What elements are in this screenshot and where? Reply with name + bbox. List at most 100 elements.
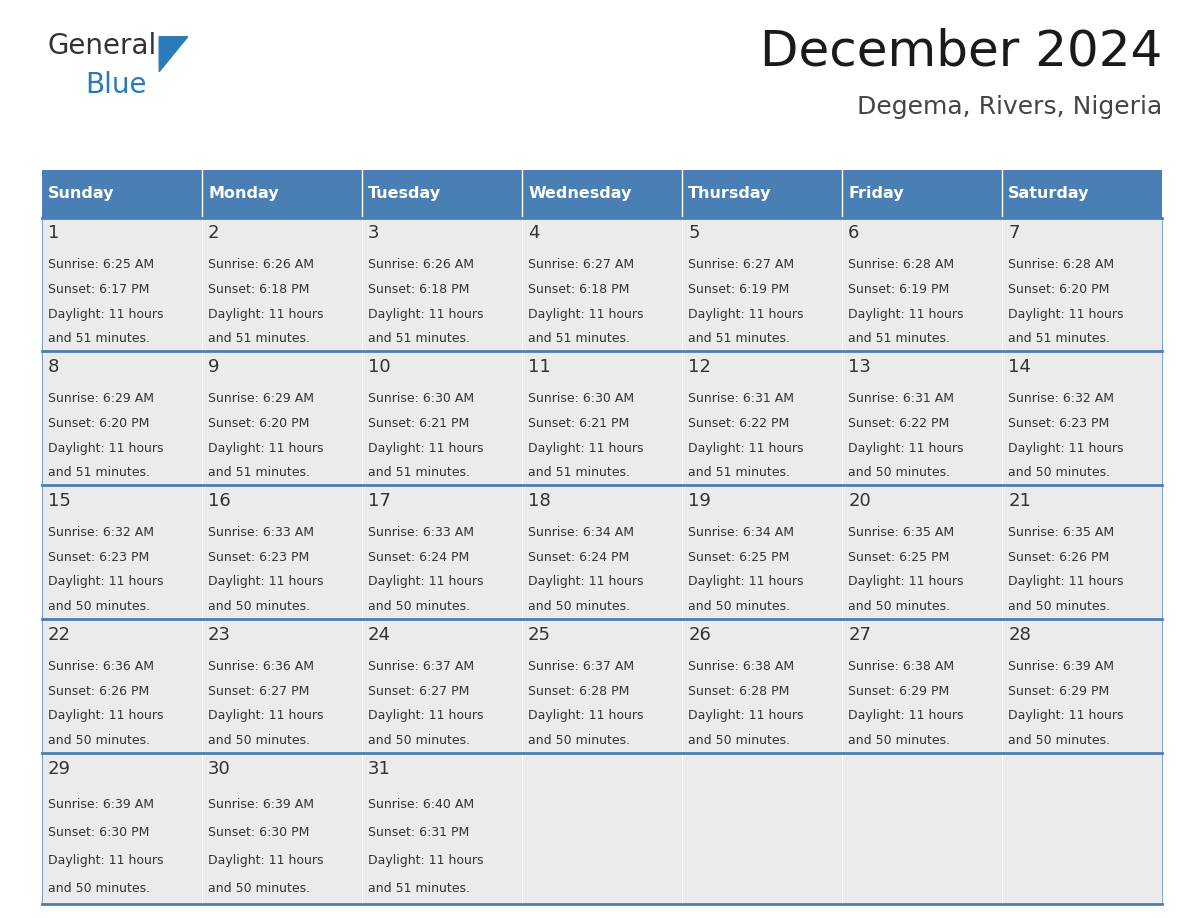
Text: Daylight: 11 hours: Daylight: 11 hours xyxy=(368,442,484,454)
Text: Daylight: 11 hours: Daylight: 11 hours xyxy=(848,710,963,722)
Text: and 50 minutes.: and 50 minutes. xyxy=(848,466,950,479)
Bar xyxy=(842,352,1001,486)
Bar xyxy=(522,170,682,218)
Text: Sunset: 6:18 PM: Sunset: 6:18 PM xyxy=(529,283,630,296)
Text: Sunrise: 6:34 AM: Sunrise: 6:34 AM xyxy=(688,526,794,539)
Text: and 50 minutes.: and 50 minutes. xyxy=(208,600,310,613)
Text: Sunset: 6:27 PM: Sunset: 6:27 PM xyxy=(208,685,309,698)
Bar xyxy=(1001,170,1162,218)
Bar xyxy=(682,170,842,218)
Text: Sunset: 6:20 PM: Sunset: 6:20 PM xyxy=(1009,283,1110,296)
Text: Daylight: 11 hours: Daylight: 11 hours xyxy=(48,854,164,867)
Text: and 50 minutes.: and 50 minutes. xyxy=(208,882,310,895)
Text: Sunset: 6:22 PM: Sunset: 6:22 PM xyxy=(848,417,949,430)
Text: Sunrise: 6:30 AM: Sunrise: 6:30 AM xyxy=(368,392,474,405)
Bar xyxy=(361,486,522,620)
Text: Daylight: 11 hours: Daylight: 11 hours xyxy=(529,710,644,722)
Text: and 51 minutes.: and 51 minutes. xyxy=(368,466,470,479)
Text: 8: 8 xyxy=(48,358,59,375)
Text: Sunrise: 6:40 AM: Sunrise: 6:40 AM xyxy=(368,798,474,812)
Text: Sunset: 6:30 PM: Sunset: 6:30 PM xyxy=(48,826,150,839)
Text: Sunrise: 6:39 AM: Sunrise: 6:39 AM xyxy=(48,798,154,812)
Text: Sunset: 6:22 PM: Sunset: 6:22 PM xyxy=(688,417,789,430)
Text: Daylight: 11 hours: Daylight: 11 hours xyxy=(48,576,164,588)
Bar xyxy=(42,170,202,218)
Text: Thursday: Thursday xyxy=(688,186,772,201)
Text: Sunrise: 6:37 AM: Sunrise: 6:37 AM xyxy=(368,660,474,673)
Bar xyxy=(522,218,682,352)
Text: 25: 25 xyxy=(529,626,551,644)
Text: Sunrise: 6:27 AM: Sunrise: 6:27 AM xyxy=(529,258,634,271)
Text: Sunset: 6:29 PM: Sunset: 6:29 PM xyxy=(1009,685,1110,698)
Text: 11: 11 xyxy=(529,358,551,375)
Text: Sunset: 6:21 PM: Sunset: 6:21 PM xyxy=(529,417,630,430)
Text: Sunset: 6:28 PM: Sunset: 6:28 PM xyxy=(529,685,630,698)
Text: and 51 minutes.: and 51 minutes. xyxy=(848,332,950,345)
Text: and 50 minutes.: and 50 minutes. xyxy=(529,734,630,747)
Text: Sunset: 6:27 PM: Sunset: 6:27 PM xyxy=(368,685,469,698)
Text: and 51 minutes.: and 51 minutes. xyxy=(208,332,310,345)
Text: Sunset: 6:23 PM: Sunset: 6:23 PM xyxy=(48,551,150,564)
Text: Sunset: 6:23 PM: Sunset: 6:23 PM xyxy=(208,551,309,564)
Text: and 51 minutes.: and 51 minutes. xyxy=(529,466,630,479)
Text: and 50 minutes.: and 50 minutes. xyxy=(368,734,470,747)
Bar xyxy=(522,753,682,904)
Text: 22: 22 xyxy=(48,626,71,644)
Text: 5: 5 xyxy=(688,224,700,242)
Text: Sunset: 6:19 PM: Sunset: 6:19 PM xyxy=(848,283,949,296)
Bar xyxy=(682,753,842,904)
Bar xyxy=(361,218,522,352)
Text: Blue: Blue xyxy=(86,71,147,99)
Bar xyxy=(361,753,522,904)
Text: and 51 minutes.: and 51 minutes. xyxy=(688,332,790,345)
Text: and 50 minutes.: and 50 minutes. xyxy=(1009,600,1111,613)
Text: Daylight: 11 hours: Daylight: 11 hours xyxy=(688,442,803,454)
Text: 26: 26 xyxy=(688,626,712,644)
Bar xyxy=(202,218,361,352)
Text: Sunrise: 6:31 AM: Sunrise: 6:31 AM xyxy=(688,392,794,405)
Text: Sunrise: 6:29 AM: Sunrise: 6:29 AM xyxy=(48,392,154,405)
Text: 19: 19 xyxy=(688,492,712,509)
Text: Sunrise: 6:28 AM: Sunrise: 6:28 AM xyxy=(848,258,954,271)
Bar xyxy=(361,620,522,753)
Text: Sunset: 6:28 PM: Sunset: 6:28 PM xyxy=(688,685,790,698)
Bar xyxy=(202,352,361,486)
Text: Daylight: 11 hours: Daylight: 11 hours xyxy=(368,854,484,867)
Text: 29: 29 xyxy=(48,759,71,778)
Bar xyxy=(522,352,682,486)
Text: and 51 minutes.: and 51 minutes. xyxy=(368,882,470,895)
Text: Sunrise: 6:33 AM: Sunrise: 6:33 AM xyxy=(368,526,474,539)
Text: Saturday: Saturday xyxy=(1009,186,1089,201)
Bar xyxy=(682,486,842,620)
Text: Sunrise: 6:37 AM: Sunrise: 6:37 AM xyxy=(529,660,634,673)
Text: 23: 23 xyxy=(208,626,230,644)
Text: Daylight: 11 hours: Daylight: 11 hours xyxy=(48,308,164,320)
Text: Daylight: 11 hours: Daylight: 11 hours xyxy=(848,576,963,588)
Bar xyxy=(1001,753,1162,904)
Bar xyxy=(522,486,682,620)
Text: Monday: Monday xyxy=(208,186,279,201)
Text: Sunset: 6:25 PM: Sunset: 6:25 PM xyxy=(688,551,790,564)
Text: Daylight: 11 hours: Daylight: 11 hours xyxy=(208,854,323,867)
Text: Sunday: Sunday xyxy=(48,186,114,201)
Text: and 50 minutes.: and 50 minutes. xyxy=(48,882,150,895)
Text: 30: 30 xyxy=(208,759,230,778)
Text: Sunset: 6:17 PM: Sunset: 6:17 PM xyxy=(48,283,150,296)
Text: Sunrise: 6:38 AM: Sunrise: 6:38 AM xyxy=(848,660,954,673)
Text: 31: 31 xyxy=(368,759,391,778)
Text: 27: 27 xyxy=(848,626,871,644)
Text: Sunrise: 6:36 AM: Sunrise: 6:36 AM xyxy=(48,660,154,673)
Text: Daylight: 11 hours: Daylight: 11 hours xyxy=(688,576,803,588)
Text: Daylight: 11 hours: Daylight: 11 hours xyxy=(48,710,164,722)
Text: Wednesday: Wednesday xyxy=(529,186,632,201)
Text: Daylight: 11 hours: Daylight: 11 hours xyxy=(208,576,323,588)
Text: 24: 24 xyxy=(368,626,391,644)
Text: Sunrise: 6:33 AM: Sunrise: 6:33 AM xyxy=(208,526,314,539)
Bar xyxy=(682,352,842,486)
Text: 6: 6 xyxy=(848,224,860,242)
Text: and 51 minutes.: and 51 minutes. xyxy=(208,466,310,479)
Text: Daylight: 11 hours: Daylight: 11 hours xyxy=(368,576,484,588)
Text: Daylight: 11 hours: Daylight: 11 hours xyxy=(848,442,963,454)
Bar xyxy=(202,486,361,620)
Bar xyxy=(42,620,202,753)
